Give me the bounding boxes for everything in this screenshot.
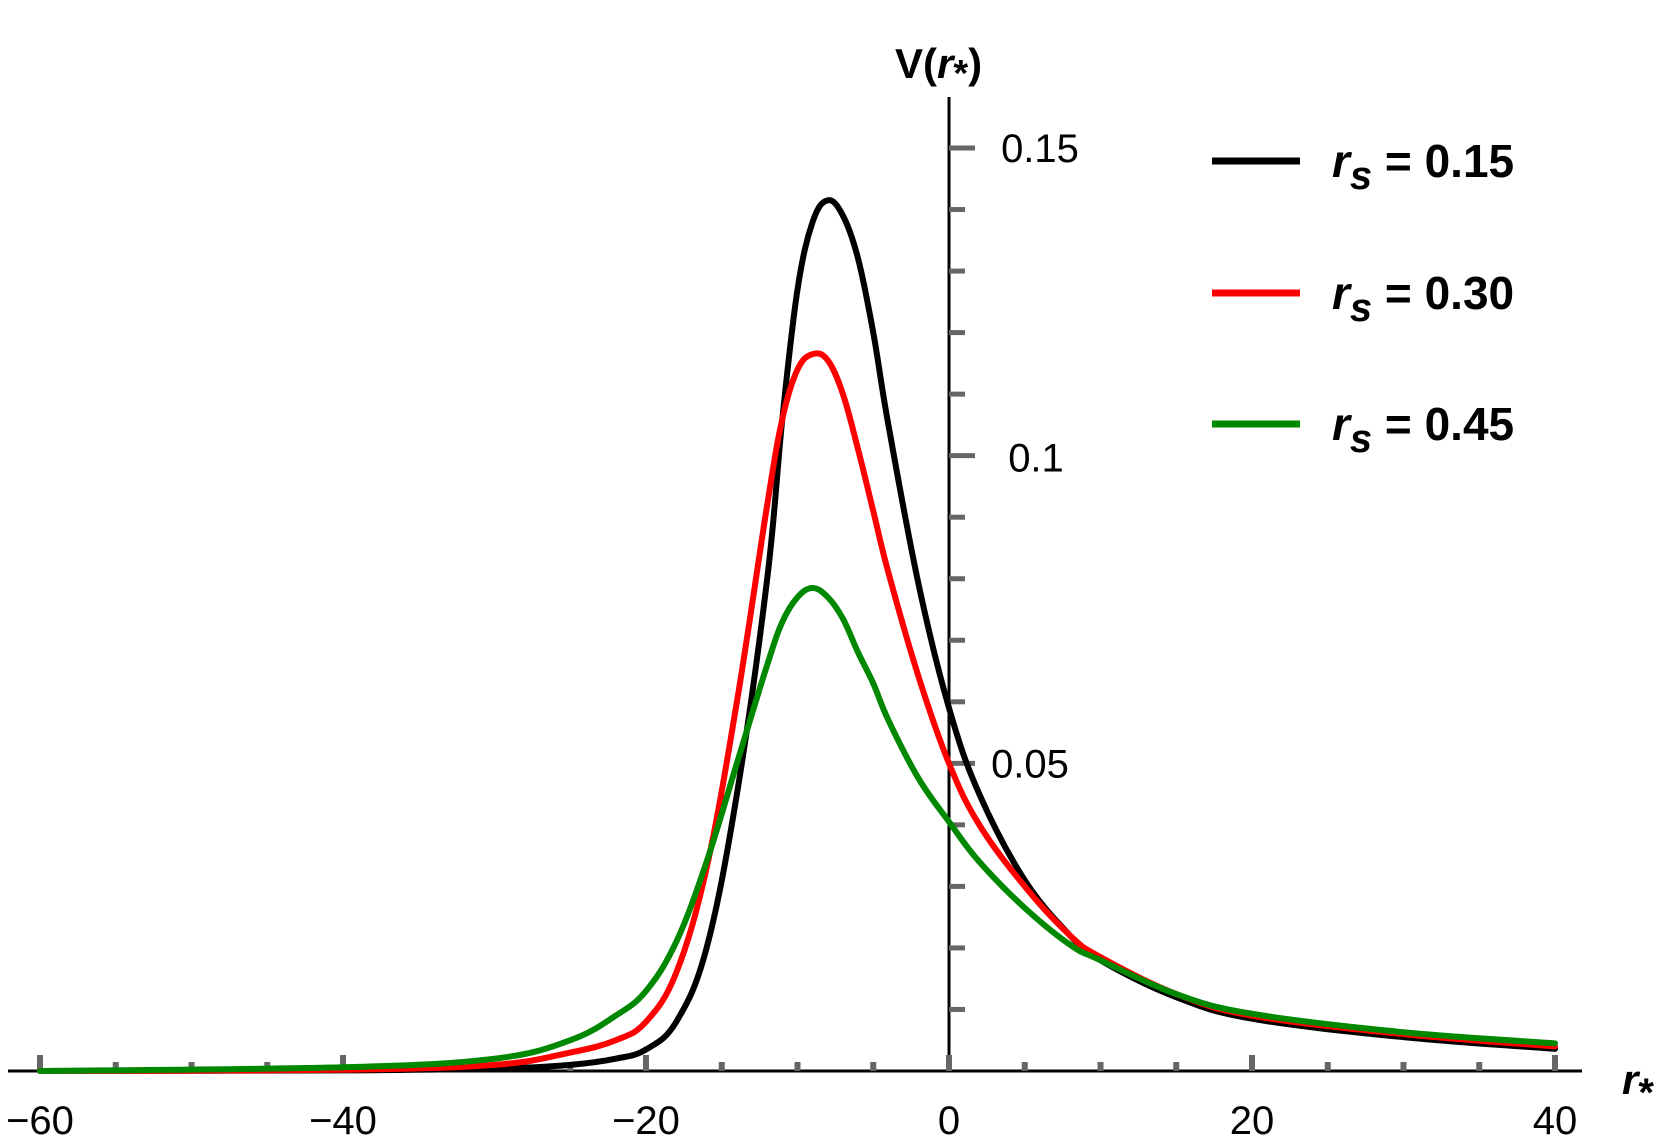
labels-layer: −60 −40 −20 0 20 40 0.05 0.1 0.15 V(r*) r* bbox=[6, 40, 1654, 1142]
axes-layer bbox=[8, 97, 1582, 1071]
x-tick-label: −60 bbox=[6, 1099, 74, 1142]
y-tick-label: 0.1 bbox=[1008, 437, 1064, 481]
y-axis-title: V(r*) bbox=[895, 40, 982, 95]
series-line-2 bbox=[40, 353, 1555, 1071]
legend-entry: rs = 0.15 bbox=[1332, 135, 1514, 198]
y-tick-label: 0.05 bbox=[991, 742, 1069, 786]
x-tick-label: −20 bbox=[612, 1099, 680, 1142]
x-tick-label: 20 bbox=[1230, 1099, 1275, 1142]
x-axis-title: r* bbox=[1622, 1056, 1654, 1115]
series-line-1 bbox=[40, 200, 1555, 1071]
legend-entry: rs = 0.30 bbox=[1332, 267, 1514, 330]
y-tick-label: 0.15 bbox=[1001, 127, 1079, 171]
series-layer bbox=[40, 200, 1555, 1071]
x-tick-label: 0 bbox=[938, 1099, 960, 1142]
x-tick-label: 40 bbox=[1533, 1099, 1578, 1142]
x-tick-label: −40 bbox=[309, 1099, 377, 1142]
series-line-3 bbox=[40, 588, 1555, 1071]
legend: rs = 0.15 rs = 0.30 rs = 0.45 bbox=[1212, 135, 1514, 461]
legend-entry: rs = 0.45 bbox=[1332, 398, 1514, 461]
